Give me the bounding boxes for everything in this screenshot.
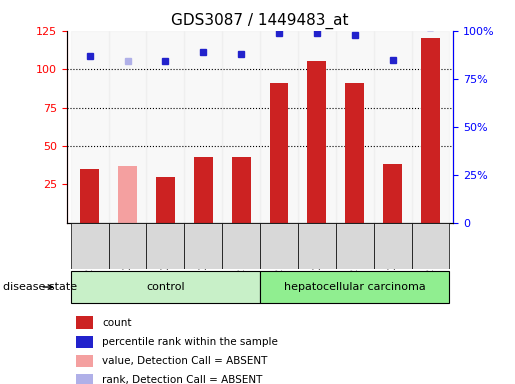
Bar — [194, 157, 213, 223]
Title: GDS3087 / 1449483_at: GDS3087 / 1449483_at — [171, 13, 349, 29]
FancyBboxPatch shape — [336, 223, 374, 269]
Bar — [118, 166, 137, 223]
Bar — [307, 61, 327, 223]
Text: hepatocellular carcinoma: hepatocellular carcinoma — [284, 282, 425, 292]
Bar — [71, 31, 109, 223]
FancyBboxPatch shape — [260, 223, 298, 269]
Bar — [146, 31, 184, 223]
Bar — [232, 157, 251, 223]
Bar — [411, 31, 450, 223]
Bar — [421, 38, 440, 223]
Bar — [374, 31, 411, 223]
FancyBboxPatch shape — [298, 223, 336, 269]
Bar — [298, 31, 336, 223]
Bar — [222, 31, 260, 223]
Bar — [345, 83, 364, 223]
Text: control: control — [146, 282, 185, 292]
FancyBboxPatch shape — [222, 223, 260, 269]
Bar — [76, 355, 93, 367]
FancyBboxPatch shape — [109, 223, 146, 269]
Text: percentile rank within the sample: percentile rank within the sample — [102, 337, 278, 347]
Bar — [76, 336, 93, 348]
FancyBboxPatch shape — [374, 223, 411, 269]
Text: disease state: disease state — [3, 282, 77, 292]
FancyBboxPatch shape — [71, 271, 260, 303]
FancyBboxPatch shape — [71, 223, 109, 269]
Bar — [336, 31, 374, 223]
Text: count: count — [102, 318, 131, 328]
Text: value, Detection Call = ABSENT: value, Detection Call = ABSENT — [102, 356, 267, 366]
Text: rank, Detection Call = ABSENT: rank, Detection Call = ABSENT — [102, 375, 262, 384]
Bar — [76, 374, 93, 384]
Bar — [80, 169, 99, 223]
Bar — [260, 31, 298, 223]
FancyBboxPatch shape — [411, 223, 450, 269]
Bar — [383, 164, 402, 223]
Bar — [156, 177, 175, 223]
FancyBboxPatch shape — [146, 223, 184, 269]
Bar — [109, 31, 146, 223]
Bar — [184, 31, 222, 223]
Bar — [76, 316, 93, 329]
FancyBboxPatch shape — [184, 223, 222, 269]
Bar — [269, 83, 288, 223]
FancyBboxPatch shape — [260, 271, 450, 303]
